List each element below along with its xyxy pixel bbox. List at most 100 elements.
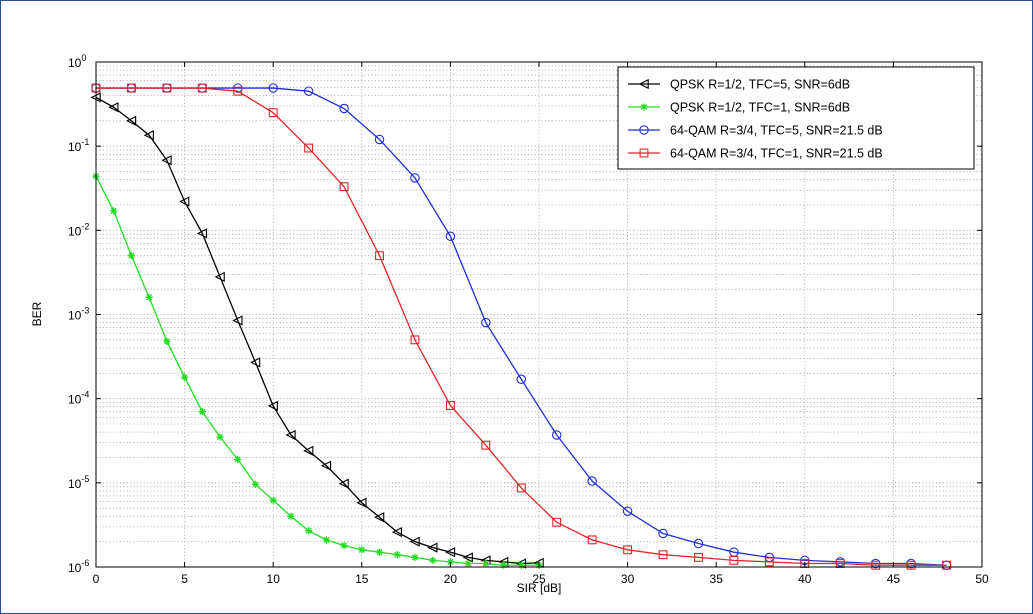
x-tick-label: 40 bbox=[798, 572, 812, 586]
data-point bbox=[268, 108, 278, 118]
legend-entry: 64-QAM R=3/4, TFC=1, SNR=21.5 dB bbox=[628, 147, 883, 161]
data-point bbox=[375, 251, 384, 261]
data-point bbox=[693, 538, 704, 549]
data-point bbox=[320, 460, 332, 471]
data-point bbox=[305, 527, 313, 535]
y-axis-label: BER bbox=[30, 301, 44, 326]
data-point bbox=[481, 317, 491, 328]
data-point bbox=[233, 86, 243, 96]
data-point bbox=[622, 506, 633, 516]
data-point bbox=[410, 173, 420, 183]
data-point bbox=[110, 207, 118, 215]
legend-box bbox=[617, 66, 975, 170]
data-point bbox=[906, 560, 916, 570]
legend-swatch-marker bbox=[640, 103, 648, 111]
data-point bbox=[126, 115, 137, 126]
y-tick-label: 10-5 bbox=[68, 474, 89, 491]
data-point bbox=[623, 545, 633, 555]
legend-entry: QPSK R=1/2, TFC=1, SNR=6dB bbox=[628, 101, 850, 115]
legend-entry: QPSK R=1/2, TFC=5, SNR=6dB bbox=[628, 78, 850, 92]
x-tick-label: 50 bbox=[975, 572, 989, 586]
data-point bbox=[181, 373, 189, 381]
data-point bbox=[338, 478, 349, 489]
legend-swatch-marker bbox=[638, 78, 649, 90]
data-point bbox=[551, 430, 562, 440]
series-line bbox=[96, 87, 947, 566]
data-point bbox=[462, 552, 473, 563]
x-axis-label: SIR [dB] bbox=[517, 581, 562, 595]
data-point bbox=[464, 559, 472, 568]
data-point bbox=[303, 445, 314, 456]
data-point bbox=[250, 357, 261, 368]
y-tick-label: 10-1 bbox=[68, 137, 89, 154]
data-point bbox=[216, 433, 224, 441]
x-tick-label: 25 bbox=[532, 572, 546, 586]
legend-label: 64-QAM R=3/4, TFC=5, SNR=21.5 dB bbox=[670, 124, 883, 138]
data-point bbox=[287, 512, 295, 520]
data-point bbox=[516, 374, 527, 385]
data-point bbox=[267, 400, 278, 412]
ticks: 0 5 10 15 20 25 30 35 40 45 50 100 10-1 10-2 10-3 10-4 1… bbox=[68, 53, 989, 586]
data-point bbox=[409, 536, 420, 547]
data-point bbox=[162, 83, 172, 93]
y-tick-label: 10-2 bbox=[68, 221, 89, 238]
data-point bbox=[322, 536, 330, 544]
data-point bbox=[729, 555, 739, 565]
x-tick-label: 5 bbox=[181, 572, 188, 586]
data-point bbox=[126, 83, 136, 93]
data-point bbox=[375, 548, 384, 556]
data-point bbox=[268, 83, 278, 93]
data-point bbox=[269, 496, 277, 504]
data-point bbox=[234, 455, 242, 463]
legend-label: QPSK R=1/2, TFC=1, SNR=6dB bbox=[670, 101, 850, 115]
data-point bbox=[214, 271, 225, 282]
data-point bbox=[942, 560, 952, 570]
data-point bbox=[163, 337, 171, 345]
data-point bbox=[694, 552, 703, 562]
data-point bbox=[391, 526, 402, 538]
y-tick-label: 10-6 bbox=[68, 558, 89, 575]
data-point bbox=[444, 547, 456, 558]
legend-swatch-marker bbox=[639, 148, 649, 158]
legend-entry: 64-QAM R=3/4, TFC=5, SNR=21.5 dB bbox=[628, 124, 883, 138]
legend-label: 64-QAM R=3/4, TFC=1, SNR=21.5 dB bbox=[670, 147, 883, 161]
data-point bbox=[764, 557, 774, 567]
data-point bbox=[374, 134, 385, 145]
y-tick-label: 10-3 bbox=[68, 306, 89, 323]
data-point bbox=[429, 556, 437, 564]
data-point bbox=[587, 535, 597, 545]
x-tick-label: 15 bbox=[355, 572, 369, 586]
data-point bbox=[482, 559, 490, 568]
data-point bbox=[285, 429, 296, 441]
data-point bbox=[303, 86, 314, 96]
x-tick-label: 20 bbox=[444, 572, 458, 586]
data-point bbox=[658, 550, 668, 560]
legend-label: QPSK R=1/2, TFC=5, SNR=6dB bbox=[670, 78, 850, 92]
series-2 bbox=[92, 172, 543, 569]
data-point bbox=[198, 408, 206, 416]
data-point bbox=[499, 561, 508, 569]
data-point bbox=[446, 558, 454, 566]
data-point bbox=[481, 440, 491, 450]
data-point bbox=[358, 546, 366, 554]
legend-swatch-marker bbox=[639, 125, 649, 135]
data-point bbox=[552, 517, 562, 527]
data-point bbox=[196, 228, 208, 239]
data-point bbox=[108, 102, 119, 113]
legend: QPSK R=1/2, TFC=5, SNR=6dB QPSK R=1/2, TF… bbox=[617, 66, 975, 170]
data-point bbox=[445, 401, 455, 410]
x-tick-label: 30 bbox=[621, 572, 635, 586]
data-point bbox=[658, 528, 668, 539]
data-point bbox=[587, 476, 597, 486]
data-point bbox=[411, 553, 419, 562]
data-point bbox=[871, 560, 881, 570]
data-point bbox=[516, 483, 526, 493]
data-point bbox=[427, 542, 438, 553]
data-point bbox=[304, 143, 314, 153]
y-tick-label: 100 bbox=[68, 53, 86, 70]
data-point bbox=[179, 196, 190, 207]
data-point bbox=[232, 315, 243, 326]
data-point bbox=[410, 335, 420, 345]
data-point bbox=[143, 130, 154, 141]
